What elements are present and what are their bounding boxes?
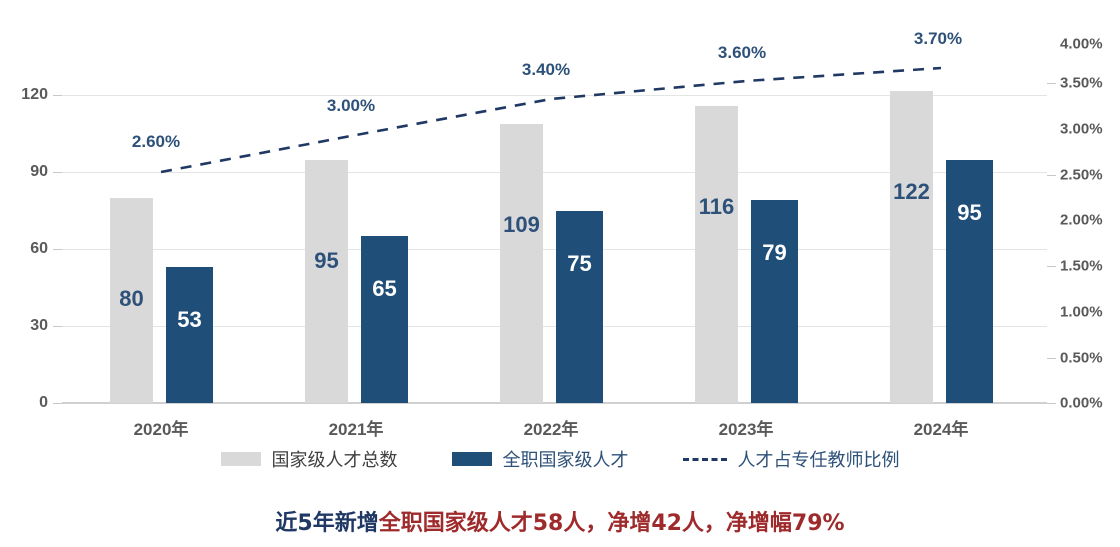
bar-value-label: 109 <box>503 212 540 237</box>
x-axis-category-2023: 2023年 <box>718 420 774 439</box>
percentage-label-2020: 2.60% <box>131 132 181 151</box>
percentage-dashed-polyline <box>160 66 942 174</box>
bar-total-2022[interactable]: 109 <box>500 124 543 403</box>
x-axis-category-2020: 2020年 <box>133 420 189 439</box>
right-axis-tick-label: 2.00% <box>1060 211 1103 229</box>
bar-total-2024[interactable]: 122 <box>890 91 933 403</box>
axis-baseline <box>62 402 1047 404</box>
bar-full-2021[interactable]: 65 <box>361 236 408 403</box>
legend-item-full[interactable]: 全职国家级人才 <box>451 446 629 472</box>
caption-prefix: 近5年新增 <box>275 511 379 536</box>
x-axis-category-2024: 2024年 <box>913 420 969 439</box>
right-axis-tick-label: 1.00% <box>1060 303 1103 321</box>
right-axis-tick-label: 4.00% <box>1060 35 1103 53</box>
gridline <box>62 326 1047 327</box>
left-axis-tick-label: 30 <box>30 317 48 334</box>
chart-caption: 近5年新增全职国家级人才58人，净增42人，净增幅79% <box>0 505 1120 537</box>
right-axis-tick-label: 3.50% <box>1060 74 1103 92</box>
left-axis-tick-label: 0 <box>39 394 48 411</box>
right-axis-tick-label: 0.00% <box>1060 394 1103 412</box>
bar-value-label: 53 <box>177 307 202 332</box>
legend-label: 全职国家级人才 <box>502 450 629 471</box>
plot-area: 80 53 95 65 109 75 116 79 122 95 <box>62 29 1047 404</box>
legend-item-total[interactable]: 国家级人才总数 <box>220 446 398 472</box>
right-axis-tick-label: 3.00% <box>1060 120 1103 138</box>
x-axis-category-2022: 2022年 <box>523 420 579 439</box>
legend-label: 国家级人才总数 <box>271 450 398 471</box>
bar-total-2021[interactable]: 95 <box>305 160 348 403</box>
square-navy-swatch-icon <box>451 452 492 466</box>
left-axis-tick-label: 120 <box>21 86 48 103</box>
left-axis-tick-label: 90 <box>30 163 48 180</box>
right-axis-tick-label: 1.50% <box>1060 257 1103 275</box>
bar-value-label: 65 <box>372 276 397 301</box>
bar-value-label: 75 <box>567 251 592 276</box>
bar-value-label: 80 <box>119 286 144 311</box>
percentage-label-2021: 3.00% <box>326 96 376 115</box>
bar-value-label: 95 <box>314 248 339 273</box>
bar-full-2024[interactable]: 95 <box>946 160 993 403</box>
caption-highlight: 全职国家级人才58人，净增42人，净增幅79% <box>378 511 845 536</box>
bar-value-label: 95 <box>957 200 982 225</box>
bar-full-2020[interactable]: 53 <box>166 267 213 403</box>
chart-legend: 国家级人才总数 全职国家级人才 人才占专任教师比例 <box>0 446 1120 472</box>
gridline <box>62 249 1047 250</box>
bar-total-2020[interactable]: 80 <box>110 198 153 403</box>
left-axis-tick-label: 60 <box>30 240 48 257</box>
percentage-label-2023: 3.60% <box>717 43 767 62</box>
right-axis-tick-label: 2.50% <box>1060 166 1103 184</box>
bar-value-label: 122 <box>893 179 930 204</box>
bar-full-2023[interactable]: 79 <box>751 200 798 403</box>
x-axis-category-2021: 2021年 <box>328 420 384 439</box>
bar-value-label: 116 <box>698 194 735 219</box>
percentage-label-2024: 3.70% <box>913 29 963 48</box>
dashed-line-swatch-icon <box>682 457 727 461</box>
square-gray-swatch-icon <box>220 452 261 466</box>
right-axis-tick-label: 0.50% <box>1060 349 1103 367</box>
bar-total-2023[interactable]: 116 <box>695 106 738 403</box>
legend-item-ratio[interactable]: 人才占专任教师比例 <box>682 446 900 472</box>
bar-value-label: 79 <box>762 240 787 265</box>
bar-full-2022[interactable]: 75 <box>556 211 603 403</box>
percentage-label-2022: 3.40% <box>521 60 571 79</box>
legend-label: 人才占专任教师比例 <box>737 450 900 471</box>
